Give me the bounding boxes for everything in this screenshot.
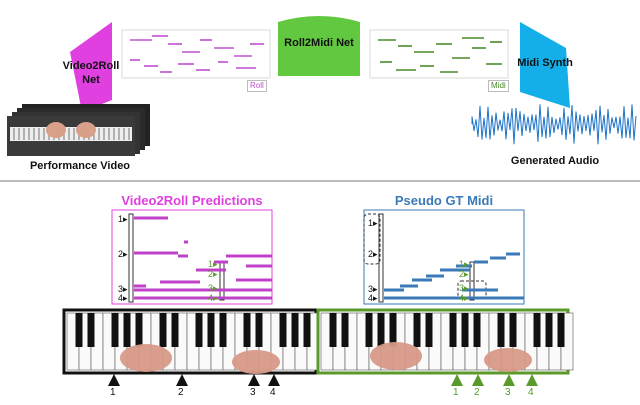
roll2midi-net-shape — [278, 16, 360, 76]
right-keyboard — [320, 312, 574, 371]
left-bracket — [128, 213, 134, 303]
right-midi-mark: 1▸ — [368, 218, 378, 228]
video2roll-net-label-line1: Video2Roll — [62, 60, 120, 72]
left-roll-notes — [134, 216, 272, 300]
right-inset-mark: 2▸ — [459, 269, 469, 279]
right-dashed-box-top — [363, 213, 381, 265]
left-roll-mark: 4▸ — [118, 293, 128, 303]
performance-video-label: Performance Video — [29, 160, 131, 172]
right-key-number: 4 — [528, 387, 534, 398]
video2roll-net-shape — [70, 22, 112, 112]
performance-video-frames — [7, 104, 150, 156]
audio-waveform — [471, 104, 637, 145]
midi-panel — [369, 29, 509, 79]
right-key-arrows — [451, 374, 538, 386]
left-panel-title: Video2Roll Predictions — [121, 193, 263, 208]
right-key-number: 1 — [453, 387, 459, 398]
left-key-number: 2 — [178, 387, 184, 398]
right-panel-title: Pseudo GT Midi — [394, 193, 494, 208]
left-key-number: 3 — [250, 387, 256, 398]
generated-audio-label: Generated Audio — [510, 155, 600, 167]
left-key-number: 4 — [270, 387, 276, 398]
right-bracket — [378, 213, 384, 303]
right-midi-mark: 4▸ — [368, 293, 378, 303]
midi-tag: Midi — [488, 80, 509, 92]
roll-notes — [130, 35, 264, 73]
left-roll-mark: 3▸ — [118, 284, 128, 294]
right-midi-mark: 3▸ — [368, 284, 378, 294]
left-key-number: 1 — [110, 387, 116, 398]
midi-synth-label: Midi Synth — [517, 57, 573, 69]
roll-panel — [121, 29, 271, 79]
right-midi-notes — [384, 252, 524, 300]
left-inset-mark: 4▸ — [208, 293, 218, 303]
left-inset-mark: 2▸ — [208, 269, 218, 279]
left-keyboard — [66, 312, 320, 371]
right-inset-mark: 3▸ — [459, 283, 469, 293]
left-key-arrows — [108, 374, 280, 386]
midi-notes — [378, 37, 502, 73]
right-inset-mark: 4▸ — [459, 293, 469, 303]
left-inset-mark: 3▸ — [208, 283, 218, 293]
right-key-number: 3 — [505, 387, 511, 398]
left-roll-mark: 2▸ — [118, 249, 128, 259]
left-inset-mark: 1▸ — [208, 259, 218, 269]
right-inset-mark: 1▸ — [459, 259, 469, 269]
roll-tag: Roll — [247, 80, 267, 92]
hands — [120, 342, 532, 374]
midi-synth-shape — [520, 22, 570, 108]
left-roll-mark: 1▸ — [118, 214, 128, 224]
video2roll-net-label-line2: Net — [82, 74, 100, 86]
roll2midi-net-label: Roll2Midi Net — [284, 37, 354, 49]
right-key-number: 2 — [474, 387, 480, 398]
right-midi-mark: 2▸ — [368, 249, 378, 259]
